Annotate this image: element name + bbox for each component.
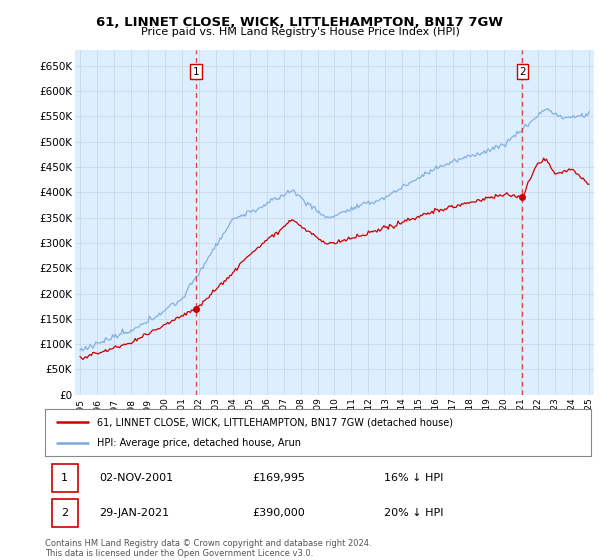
FancyBboxPatch shape: [52, 499, 78, 528]
Text: 61, LINNET CLOSE, WICK, LITTLEHAMPTON, BN17 7GW (detached house): 61, LINNET CLOSE, WICK, LITTLEHAMPTON, B…: [97, 417, 453, 427]
Text: £169,995: £169,995: [253, 473, 305, 483]
Text: 1: 1: [193, 67, 199, 77]
Text: Contains HM Land Registry data © Crown copyright and database right 2024.
This d: Contains HM Land Registry data © Crown c…: [45, 539, 371, 558]
Text: 02-NOV-2001: 02-NOV-2001: [100, 473, 174, 483]
Text: 61, LINNET CLOSE, WICK, LITTLEHAMPTON, BN17 7GW: 61, LINNET CLOSE, WICK, LITTLEHAMPTON, B…: [97, 16, 503, 29]
Text: £390,000: £390,000: [253, 508, 305, 518]
FancyBboxPatch shape: [52, 464, 78, 492]
Text: 16% ↓ HPI: 16% ↓ HPI: [383, 473, 443, 483]
Text: 20% ↓ HPI: 20% ↓ HPI: [383, 508, 443, 518]
Text: 1: 1: [61, 473, 68, 483]
Text: Price paid vs. HM Land Registry's House Price Index (HPI): Price paid vs. HM Land Registry's House …: [140, 27, 460, 37]
Text: 2: 2: [519, 67, 526, 77]
Text: HPI: Average price, detached house, Arun: HPI: Average price, detached house, Arun: [97, 438, 301, 448]
Text: 29-JAN-2021: 29-JAN-2021: [100, 508, 170, 518]
Text: 2: 2: [61, 508, 68, 518]
